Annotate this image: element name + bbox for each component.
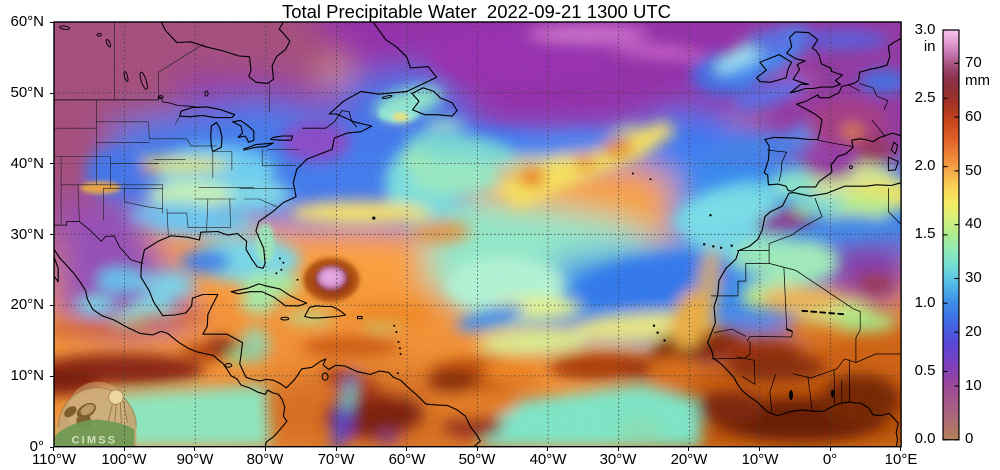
svg-text:CIMSS: CIMSS xyxy=(71,435,117,447)
